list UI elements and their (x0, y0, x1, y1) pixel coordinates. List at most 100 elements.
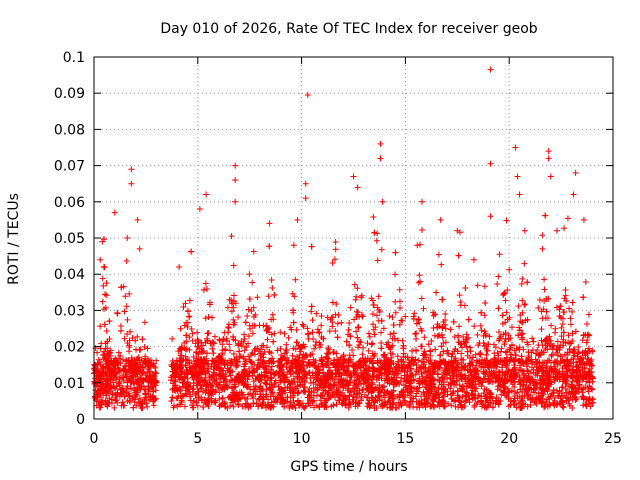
data-point (332, 239, 339, 246)
data-point (414, 242, 421, 249)
data-point (137, 402, 144, 409)
data-point (560, 338, 567, 345)
data-point (556, 313, 563, 320)
data-point (266, 357, 273, 364)
data-point (290, 398, 297, 405)
data-point (366, 333, 373, 340)
data-point (117, 327, 124, 334)
data-point (226, 341, 233, 348)
data-point (416, 272, 423, 279)
data-point (381, 361, 388, 368)
data-point (349, 346, 356, 353)
data-point (171, 371, 178, 378)
data-point (518, 360, 525, 367)
data-point (457, 302, 464, 309)
data-point (252, 311, 259, 318)
data-point (440, 348, 447, 355)
data-point (463, 331, 470, 338)
data-point (438, 343, 445, 350)
data-point (99, 380, 106, 387)
data-point (365, 367, 372, 374)
data-point (385, 339, 392, 346)
data-point (344, 367, 351, 374)
data-point (183, 366, 190, 373)
data-point (371, 368, 378, 375)
data-point (268, 402, 275, 409)
data-point (304, 331, 311, 338)
data-point (468, 390, 475, 397)
data-point (347, 333, 354, 340)
data-point (334, 361, 341, 368)
data-point (243, 344, 250, 351)
data-point (134, 333, 141, 340)
data-point (507, 351, 514, 358)
data-point (299, 321, 306, 328)
data-point (394, 353, 401, 360)
data-point (94, 349, 101, 356)
data-point (355, 374, 362, 381)
data-point (297, 382, 304, 389)
data-point (177, 387, 184, 394)
data-point (436, 399, 443, 406)
data-point (288, 378, 295, 385)
data-point (211, 371, 218, 378)
data-point (576, 358, 583, 365)
data-point (269, 311, 276, 318)
data-point (369, 297, 376, 304)
data-point (293, 326, 300, 333)
data-point (260, 342, 267, 349)
data-point (418, 400, 425, 407)
data-point (440, 318, 447, 325)
data-point (445, 400, 452, 407)
data-point (408, 388, 415, 395)
data-point (369, 310, 376, 317)
data-point (188, 371, 195, 378)
data-point (115, 349, 122, 356)
data-point (561, 351, 568, 358)
data-point (228, 385, 235, 392)
data-point (553, 350, 560, 357)
data-point (555, 392, 562, 399)
data-point (413, 404, 420, 411)
data-point (421, 334, 428, 341)
data-point (320, 384, 327, 391)
data-point (333, 350, 340, 357)
data-point (444, 350, 451, 357)
data-point (572, 328, 579, 335)
data-point (567, 315, 574, 322)
data-point (247, 403, 254, 410)
data-point (418, 343, 425, 350)
data-point (541, 403, 548, 410)
data-point (186, 393, 193, 400)
data-point (370, 326, 377, 333)
data-point (515, 400, 522, 407)
data-point (548, 366, 555, 373)
x-axis-label: GPS time / hours (290, 459, 407, 475)
data-point (281, 403, 288, 410)
data-point (532, 356, 539, 363)
data-point (503, 392, 510, 399)
data-point (112, 397, 119, 404)
data-point (183, 338, 190, 345)
data-point (434, 324, 441, 331)
data-point (564, 374, 571, 381)
data-point (187, 367, 194, 374)
data-point (369, 357, 376, 364)
data-point (124, 339, 131, 346)
data-point (532, 372, 539, 379)
data-point (481, 312, 488, 319)
data-point (496, 328, 503, 335)
data-point (299, 377, 306, 384)
data-point (536, 396, 543, 403)
data-point (541, 388, 548, 395)
data-point (222, 370, 229, 377)
data-point (570, 355, 577, 362)
data-point (254, 294, 261, 301)
data-point (436, 364, 443, 371)
data-point (588, 385, 595, 392)
data-point (353, 308, 360, 315)
data-point (516, 324, 523, 331)
data-point (450, 318, 457, 325)
data-point (503, 354, 510, 361)
data-point (260, 322, 267, 329)
